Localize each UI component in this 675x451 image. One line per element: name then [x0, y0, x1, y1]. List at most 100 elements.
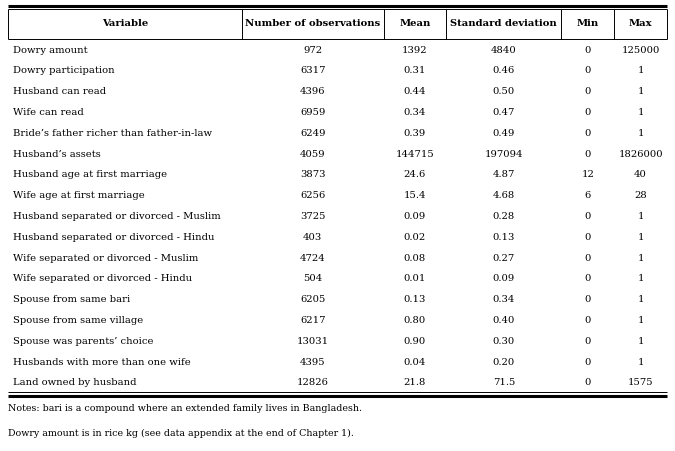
- Text: 0: 0: [585, 149, 591, 158]
- Text: 0.40: 0.40: [493, 315, 515, 324]
- Text: 4.87: 4.87: [493, 170, 515, 179]
- Text: 0.13: 0.13: [493, 232, 515, 241]
- Text: 1: 1: [637, 336, 644, 345]
- Text: Husband can read: Husband can read: [13, 87, 106, 96]
- Text: Wife age at first marriage: Wife age at first marriage: [13, 191, 144, 200]
- Text: 1: 1: [637, 357, 644, 366]
- Text: 403: 403: [303, 232, 323, 241]
- Text: 0.27: 0.27: [493, 253, 515, 262]
- Text: Husband age at first marriage: Husband age at first marriage: [13, 170, 167, 179]
- Text: 1: 1: [637, 295, 644, 304]
- Text: Husbands with more than one wife: Husbands with more than one wife: [13, 357, 190, 366]
- Text: 6256: 6256: [300, 191, 325, 200]
- Text: Husband separated or divorced - Muslim: Husband separated or divorced - Muslim: [13, 212, 221, 221]
- Text: 0: 0: [585, 274, 591, 283]
- Text: Standard deviation: Standard deviation: [450, 18, 558, 28]
- Text: 1: 1: [637, 315, 644, 324]
- Text: 0.50: 0.50: [493, 87, 515, 96]
- Text: 1826000: 1826000: [618, 149, 663, 158]
- Text: 6249: 6249: [300, 129, 325, 138]
- Text: 1: 1: [637, 66, 644, 75]
- Text: Bride’s father richer than father-in-law: Bride’s father richer than father-in-law: [13, 129, 212, 138]
- Text: 4396: 4396: [300, 87, 325, 96]
- Text: 1: 1: [637, 87, 644, 96]
- Text: 0.01: 0.01: [404, 274, 426, 283]
- Text: 4059: 4059: [300, 149, 325, 158]
- Text: 0.04: 0.04: [404, 357, 426, 366]
- Text: Spouse was parents’ choice: Spouse was parents’ choice: [13, 336, 153, 345]
- Text: Dowry amount: Dowry amount: [13, 46, 88, 55]
- Text: 71.5: 71.5: [493, 377, 515, 387]
- Text: 6217: 6217: [300, 315, 325, 324]
- Text: 0.09: 0.09: [493, 274, 515, 283]
- Text: Max: Max: [628, 18, 652, 28]
- Text: Variable: Variable: [102, 18, 148, 28]
- Text: 0.02: 0.02: [404, 232, 426, 241]
- Text: 0: 0: [585, 253, 591, 262]
- Text: 0.30: 0.30: [493, 336, 515, 345]
- Text: 0.46: 0.46: [493, 66, 515, 75]
- Text: 1392: 1392: [402, 46, 428, 55]
- Text: 28: 28: [634, 191, 647, 200]
- Text: 0.08: 0.08: [404, 253, 426, 262]
- Text: 0: 0: [585, 66, 591, 75]
- Text: 125000: 125000: [622, 46, 659, 55]
- Text: 197094: 197094: [485, 149, 523, 158]
- Text: 0.13: 0.13: [404, 295, 426, 304]
- Text: 0.28: 0.28: [493, 212, 515, 221]
- Text: Husband’s assets: Husband’s assets: [13, 149, 101, 158]
- Text: Number of observations: Number of observations: [245, 18, 381, 28]
- Text: 0: 0: [585, 129, 591, 138]
- Text: 0.34: 0.34: [404, 108, 426, 117]
- Text: 0: 0: [585, 315, 591, 324]
- Text: 6: 6: [585, 191, 591, 200]
- Text: Dowry participation: Dowry participation: [13, 66, 115, 75]
- Text: 3873: 3873: [300, 170, 325, 179]
- Text: 1575: 1575: [628, 377, 653, 387]
- Text: 0: 0: [585, 295, 591, 304]
- Text: Notes: bari is a compound where an extended family lives in Bangladesh.: Notes: bari is a compound where an exten…: [8, 403, 362, 412]
- Text: Husband separated or divorced - Hindu: Husband separated or divorced - Hindu: [13, 232, 215, 241]
- Text: 0.49: 0.49: [493, 129, 515, 138]
- Text: 12826: 12826: [297, 377, 329, 387]
- Text: 0: 0: [585, 108, 591, 117]
- Text: Wife separated or divorced - Hindu: Wife separated or divorced - Hindu: [13, 274, 192, 283]
- Text: Land owned by husband: Land owned by husband: [13, 377, 136, 387]
- Text: Wife can read: Wife can read: [13, 108, 84, 117]
- Text: 1: 1: [637, 253, 644, 262]
- Text: 0: 0: [585, 212, 591, 221]
- Text: Spouse from same bari: Spouse from same bari: [13, 295, 130, 304]
- Text: 12: 12: [581, 170, 594, 179]
- Text: 144715: 144715: [396, 149, 434, 158]
- Text: 0.34: 0.34: [493, 295, 515, 304]
- Text: 0.47: 0.47: [493, 108, 515, 117]
- Text: 4840: 4840: [491, 46, 517, 55]
- Text: 4724: 4724: [300, 253, 325, 262]
- Text: 3725: 3725: [300, 212, 325, 221]
- Text: 0.90: 0.90: [404, 336, 426, 345]
- Text: 0.44: 0.44: [404, 87, 426, 96]
- Text: 0.31: 0.31: [404, 66, 426, 75]
- Text: 4395: 4395: [300, 357, 325, 366]
- Text: 4.68: 4.68: [493, 191, 515, 200]
- Text: 6959: 6959: [300, 108, 325, 117]
- Text: 0: 0: [585, 46, 591, 55]
- Text: 0: 0: [585, 357, 591, 366]
- Text: Wife separated or divorced - Muslim: Wife separated or divorced - Muslim: [13, 253, 198, 262]
- Text: 0: 0: [585, 336, 591, 345]
- Text: 504: 504: [303, 274, 323, 283]
- Text: 972: 972: [303, 46, 323, 55]
- Text: 24.6: 24.6: [404, 170, 426, 179]
- Text: 1: 1: [637, 274, 644, 283]
- Text: 15.4: 15.4: [404, 191, 426, 200]
- Text: Dowry amount is in rice kg (see data appendix at the end of Chapter 1).: Dowry amount is in rice kg (see data app…: [8, 428, 354, 437]
- Text: 1: 1: [637, 232, 644, 241]
- Text: 6317: 6317: [300, 66, 325, 75]
- Text: 1: 1: [637, 129, 644, 138]
- Text: 13031: 13031: [297, 336, 329, 345]
- Text: 6205: 6205: [300, 295, 325, 304]
- Text: Min: Min: [576, 18, 599, 28]
- Text: Mean: Mean: [399, 18, 431, 28]
- Text: 0.39: 0.39: [404, 129, 426, 138]
- Text: Spouse from same village: Spouse from same village: [13, 315, 143, 324]
